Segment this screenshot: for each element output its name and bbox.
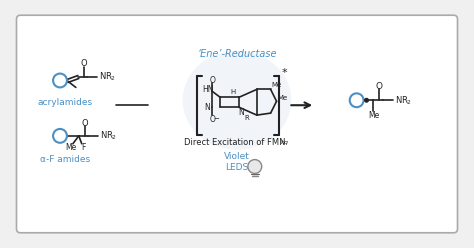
- Text: Direct Excitation of FMN: Direct Excitation of FMN: [184, 138, 286, 147]
- Text: N: N: [238, 108, 244, 117]
- Text: N: N: [204, 103, 210, 112]
- Text: −: −: [213, 116, 219, 122]
- Text: Me: Me: [278, 95, 288, 101]
- Text: NR$_2$: NR$_2$: [99, 70, 116, 83]
- Circle shape: [365, 98, 368, 102]
- Text: F: F: [82, 143, 86, 152]
- Text: HN: HN: [202, 85, 214, 94]
- Text: Me: Me: [65, 143, 76, 152]
- Text: ‘Ene’-Reductase: ‘Ene’-Reductase: [197, 49, 277, 59]
- Text: α-F amides: α-F amides: [40, 155, 90, 164]
- Text: Me: Me: [272, 82, 282, 89]
- Circle shape: [53, 74, 67, 87]
- Text: Violet: Violet: [224, 152, 250, 161]
- Text: H: H: [230, 89, 236, 95]
- FancyBboxPatch shape: [17, 15, 457, 233]
- Text: O: O: [210, 76, 215, 85]
- Text: O: O: [82, 119, 88, 127]
- Circle shape: [53, 129, 67, 143]
- Text: LEDS: LEDS: [225, 163, 249, 172]
- Text: R: R: [245, 115, 249, 121]
- Text: NR$_2$: NR$_2$: [100, 130, 117, 142]
- Text: *: *: [282, 68, 287, 78]
- Text: acrylamides: acrylamides: [37, 98, 92, 107]
- Text: O: O: [376, 82, 383, 91]
- Text: NR$_2$: NR$_2$: [395, 94, 412, 107]
- Circle shape: [248, 160, 262, 173]
- Circle shape: [350, 93, 364, 107]
- Text: Me: Me: [368, 111, 379, 120]
- Ellipse shape: [182, 51, 292, 150]
- Text: O: O: [81, 59, 87, 68]
- Text: hq: hq: [281, 140, 289, 145]
- Text: O: O: [210, 115, 215, 124]
